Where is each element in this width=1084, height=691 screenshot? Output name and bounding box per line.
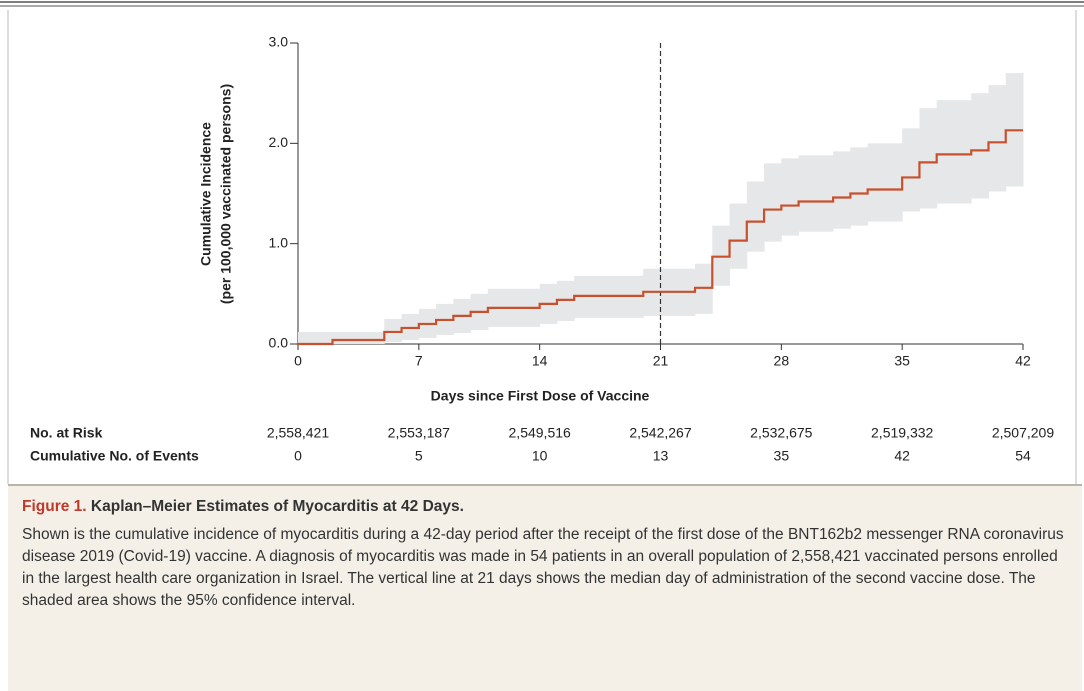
figure-label: Figure 1. (22, 498, 87, 515)
ci-band (850, 147, 869, 226)
ci-band (781, 158, 800, 236)
risk-cell: 54 (1015, 448, 1031, 464)
ci-band (729, 203, 748, 269)
x-tick-label: 35 (894, 353, 910, 369)
risk-cell: 42 (894, 448, 910, 464)
figure-title: Kaplan–Meier Estimates of Myocarditis at… (90, 498, 464, 515)
risk-row-label: No. at Risk (30, 425, 103, 441)
ci-band (764, 163, 782, 242)
y-tick-label: 1.0 (269, 234, 289, 250)
risk-cell: 35 (774, 448, 790, 464)
x-tick-label: 0 (294, 353, 302, 369)
x-tick-label: 7 (415, 353, 423, 369)
x-tick-label: 42 (1015, 353, 1031, 369)
risk-cell: 2,519,332 (871, 425, 933, 441)
x-axis-label: Days since First Dose of Vaccine (431, 388, 650, 404)
risk-cell: 2,532,675 (750, 425, 812, 441)
x-tick-label: 14 (532, 353, 548, 369)
ci-band (798, 155, 834, 232)
risk-row-label: Cumulative No. of Events (30, 448, 199, 464)
ci-band (867, 143, 903, 222)
ci-band (902, 128, 920, 212)
x-tick-label: 28 (774, 353, 790, 369)
caption: Figure 1. Kaplan–Meier Estimates of Myoc… (8, 484, 1082, 691)
y-tick-label: 0.0 (269, 335, 289, 351)
risk-cell: 13 (653, 448, 669, 464)
y-tick-label: 2.0 (269, 134, 289, 150)
km-line (298, 129, 1023, 346)
ci-band (988, 85, 1007, 192)
risk-cell: 5 (415, 448, 423, 464)
risk-cell: 2,553,187 (388, 425, 450, 441)
caption-text: Shown is the cumulative incidence of myo… (22, 526, 1064, 609)
ci-band (332, 331, 385, 344)
risk-cell: 2,558,421 (267, 425, 329, 441)
risk-cell: 2,507,209 (992, 425, 1054, 441)
ci-band (298, 331, 334, 344)
ci-band (971, 93, 989, 199)
risk-cell: 10 (532, 448, 548, 464)
ci-band (384, 318, 403, 342)
y-axis-label: (per 100,000 vaccinated persons) (218, 84, 234, 304)
ci-band (833, 151, 851, 229)
risk-cell: 2,542,267 (629, 425, 691, 441)
risk-cell: 2,549,516 (509, 425, 571, 441)
ci-band (746, 181, 765, 252)
ci-band (919, 108, 938, 209)
chart: Days since First Dose of Vaccine Cumulat… (0, 1, 1084, 484)
y-tick-label: 3.0 (269, 34, 289, 50)
caption-head: Figure 1. Kaplan–Meier Estimates of Myoc… (22, 496, 1068, 518)
x-tick-label: 21 (653, 353, 669, 369)
y-axis-label: Cumulative Incidence (198, 122, 214, 266)
risk-cell: 0 (294, 448, 302, 464)
ci-band (936, 100, 972, 204)
